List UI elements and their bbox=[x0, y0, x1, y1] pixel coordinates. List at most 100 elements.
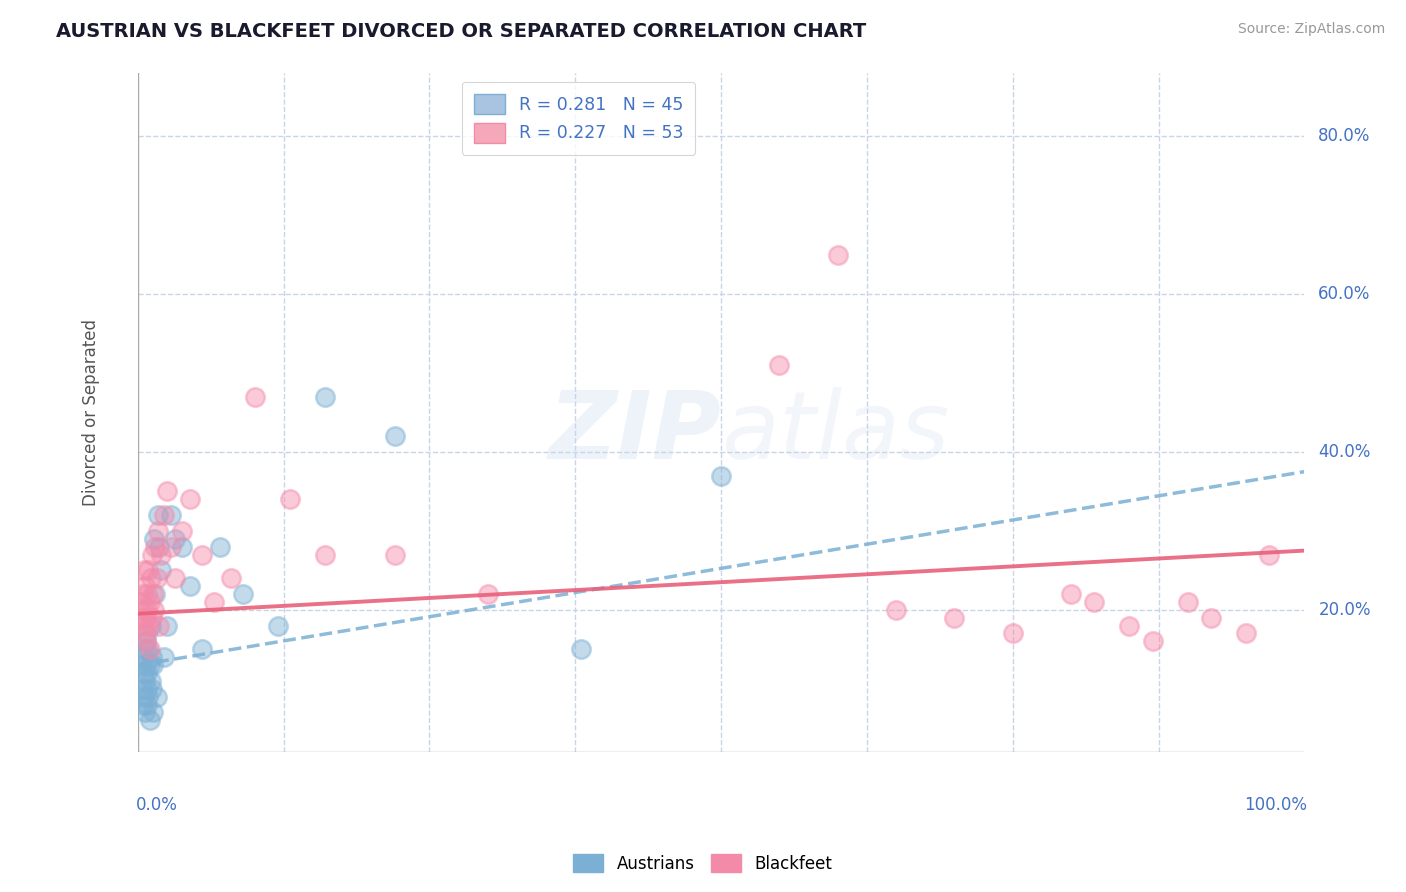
Point bbox=[1258, 548, 1281, 562]
Text: Source: ZipAtlas.com: Source: ZipAtlas.com bbox=[1237, 22, 1385, 37]
Point bbox=[267, 618, 290, 632]
Point bbox=[138, 642, 160, 657]
Point bbox=[1083, 595, 1105, 609]
Point bbox=[1199, 610, 1222, 624]
Point bbox=[150, 548, 173, 562]
Point bbox=[135, 634, 157, 648]
Point bbox=[146, 508, 169, 522]
Point bbox=[136, 665, 159, 680]
Point bbox=[138, 658, 160, 673]
Point bbox=[141, 650, 163, 665]
Point bbox=[314, 548, 336, 562]
Point bbox=[243, 390, 266, 404]
Point bbox=[138, 563, 160, 577]
Point bbox=[191, 548, 214, 562]
Point bbox=[136, 626, 159, 640]
Point bbox=[202, 595, 225, 609]
Point bbox=[135, 658, 157, 673]
Point bbox=[148, 540, 170, 554]
Point bbox=[136, 603, 159, 617]
Point bbox=[179, 579, 201, 593]
Point bbox=[132, 603, 155, 617]
Point bbox=[132, 690, 155, 704]
Point bbox=[138, 714, 160, 728]
Point bbox=[139, 618, 162, 632]
Point bbox=[139, 571, 162, 585]
Text: 0.0%: 0.0% bbox=[135, 796, 177, 814]
Point bbox=[384, 548, 406, 562]
Point bbox=[827, 247, 849, 261]
Point bbox=[208, 540, 231, 554]
Point bbox=[477, 587, 499, 601]
Point bbox=[135, 610, 157, 624]
Point bbox=[145, 540, 167, 554]
Point bbox=[1234, 626, 1257, 640]
Point bbox=[943, 610, 966, 624]
Point bbox=[146, 524, 169, 538]
Point bbox=[384, 429, 406, 443]
Point bbox=[131, 618, 153, 632]
Point bbox=[132, 665, 155, 680]
Point bbox=[165, 532, 187, 546]
Point bbox=[569, 642, 592, 657]
Point bbox=[179, 492, 201, 507]
Point bbox=[138, 595, 160, 609]
Point bbox=[884, 603, 907, 617]
Point bbox=[131, 698, 153, 712]
Point bbox=[136, 681, 159, 696]
Text: 100.0%: 100.0% bbox=[1244, 796, 1306, 814]
Point bbox=[1142, 634, 1164, 648]
Point bbox=[134, 579, 156, 593]
Text: Divorced or Separated: Divorced or Separated bbox=[82, 319, 100, 506]
Point bbox=[134, 642, 156, 657]
Point bbox=[141, 610, 163, 624]
Point bbox=[152, 508, 174, 522]
Point bbox=[1001, 626, 1024, 640]
Text: AUSTRIAN VS BLACKFEET DIVORCED OR SEPARATED CORRELATION CHART: AUSTRIAN VS BLACKFEET DIVORCED OR SEPARA… bbox=[56, 22, 866, 41]
Point bbox=[156, 618, 179, 632]
Point bbox=[150, 563, 173, 577]
Point bbox=[142, 587, 165, 601]
Point bbox=[131, 658, 153, 673]
Text: 20.0%: 20.0% bbox=[1319, 601, 1371, 619]
Point bbox=[143, 603, 166, 617]
Point bbox=[219, 571, 242, 585]
Point bbox=[191, 642, 214, 657]
Point bbox=[141, 681, 163, 696]
Point bbox=[145, 587, 167, 601]
Text: 80.0%: 80.0% bbox=[1319, 128, 1371, 145]
Point bbox=[145, 571, 167, 585]
Point bbox=[159, 540, 181, 554]
Point bbox=[710, 468, 733, 483]
Point bbox=[145, 690, 167, 704]
Point bbox=[1177, 595, 1199, 609]
Point bbox=[136, 587, 159, 601]
Text: ZIP: ZIP bbox=[548, 387, 721, 479]
Point bbox=[136, 698, 159, 712]
Point bbox=[138, 690, 160, 704]
Point bbox=[132, 650, 155, 665]
Point bbox=[141, 548, 163, 562]
Text: atlas: atlas bbox=[721, 387, 949, 478]
Point bbox=[232, 587, 254, 601]
Point bbox=[131, 681, 153, 696]
Point bbox=[138, 618, 160, 632]
Point bbox=[172, 524, 194, 538]
Text: 60.0%: 60.0% bbox=[1319, 285, 1371, 303]
Point bbox=[314, 390, 336, 404]
Point bbox=[156, 484, 179, 499]
Point bbox=[142, 706, 165, 720]
Point bbox=[138, 642, 160, 657]
Point bbox=[134, 673, 156, 688]
Text: 40.0%: 40.0% bbox=[1319, 443, 1371, 461]
Point bbox=[139, 673, 162, 688]
Point bbox=[132, 563, 155, 577]
Point bbox=[159, 508, 181, 522]
Point bbox=[131, 610, 153, 624]
Legend: Austrians, Blackfeet: Austrians, Blackfeet bbox=[567, 847, 839, 880]
Point bbox=[152, 650, 174, 665]
Point bbox=[172, 540, 194, 554]
Point bbox=[278, 492, 301, 507]
Point bbox=[131, 595, 153, 609]
Point bbox=[148, 618, 170, 632]
